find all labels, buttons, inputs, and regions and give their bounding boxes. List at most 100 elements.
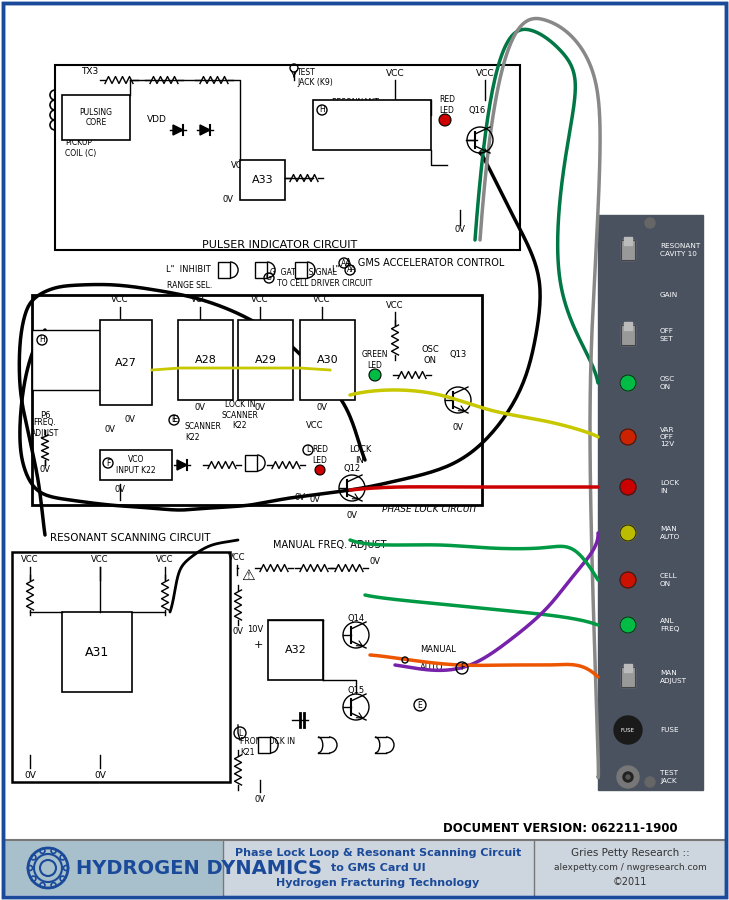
Circle shape: [645, 218, 655, 228]
Text: A: A: [350, 266, 356, 274]
Circle shape: [645, 777, 655, 787]
Bar: [621, 667, 635, 687]
Circle shape: [620, 525, 636, 541]
Text: L: L: [238, 728, 242, 737]
Text: PULSING
CORE: PULSING CORE: [79, 108, 112, 127]
Text: G  GATED SIGNAL
   TO CELL DRIVER CIRCUIT: G GATED SIGNAL TO CELL DRIVER CIRCUIT: [270, 268, 373, 288]
Text: 0V: 0V: [454, 226, 466, 235]
Text: alexpetty.com / nwgresearch.com: alexpetty.com / nwgresearch.com: [553, 862, 706, 871]
Bar: [223, 840, 534, 894]
Text: OFF
SET: OFF SET: [660, 328, 674, 342]
Text: A  GMS ACCELERATOR CONTROL: A GMS ACCELERATOR CONTROL: [345, 258, 504, 268]
Text: FUSE: FUSE: [621, 727, 635, 733]
Text: A: A: [348, 266, 353, 274]
Circle shape: [620, 375, 636, 391]
Text: A31: A31: [85, 645, 109, 659]
Text: MANUAL: MANUAL: [420, 645, 456, 654]
Text: 0V: 0V: [125, 416, 136, 425]
Circle shape: [315, 465, 325, 475]
Text: 0V: 0V: [295, 493, 305, 502]
Text: F: F: [106, 458, 110, 467]
Bar: [55, 65, 520, 250]
Text: ©2011: ©2011: [613, 877, 647, 887]
Circle shape: [620, 429, 636, 445]
Bar: [218, 262, 230, 278]
Text: RESONNANT
FEEDBACK K21: RESONNANT FEEDBACK K21: [327, 98, 383, 118]
Text: A30: A30: [316, 355, 338, 365]
Bar: [178, 320, 233, 400]
Bar: [255, 262, 267, 278]
Circle shape: [617, 766, 639, 788]
Text: 0V: 0V: [94, 770, 106, 779]
Bar: [295, 262, 307, 278]
Bar: [534, 840, 726, 894]
Text: VCC: VCC: [252, 295, 269, 304]
Text: RESONANT
CAVITY 10: RESONANT CAVITY 10: [660, 243, 701, 256]
Bar: [62, 612, 132, 692]
Text: VCC: VCC: [21, 555, 39, 564]
Circle shape: [439, 114, 451, 126]
Text: Hydrogen Fracturing Technology: Hydrogen Fracturing Technology: [276, 878, 480, 888]
Text: FROM LOCK IN
K21: FROM LOCK IN K21: [240, 737, 295, 757]
Bar: [621, 240, 635, 260]
Bar: [621, 325, 635, 345]
Text: H: H: [39, 336, 45, 345]
Text: to GMS Card UI: to GMS Card UI: [331, 863, 425, 873]
Text: VCC: VCC: [231, 160, 249, 169]
Text: PICKUP
COIL (C): PICKUP COIL (C): [65, 139, 96, 158]
Text: 0V: 0V: [316, 403, 327, 412]
Text: Q13: Q13: [449, 350, 467, 359]
Circle shape: [623, 772, 633, 782]
Text: VCC: VCC: [91, 555, 109, 564]
Bar: [268, 620, 323, 680]
Text: ⚠: ⚠: [241, 568, 255, 582]
Text: PHASE LOCK CIRCUIT: PHASE LOCK CIRCUIT: [382, 506, 477, 515]
Text: Q12: Q12: [343, 464, 361, 472]
Text: 0V: 0V: [310, 496, 321, 505]
Text: 0V: 0V: [104, 426, 115, 435]
Text: TEST
JACK (K9): TEST JACK (K9): [297, 68, 332, 87]
Text: VCC: VCC: [306, 420, 324, 429]
Text: G: G: [266, 274, 272, 283]
Bar: [32, 330, 110, 390]
Text: 0V: 0V: [254, 403, 265, 412]
Text: TX3: TX3: [82, 68, 98, 76]
Text: MAN
ADJUST: MAN ADJUST: [660, 670, 687, 684]
Text: GREEN
LED: GREEN LED: [362, 350, 389, 370]
Text: VCC: VCC: [228, 554, 246, 562]
Text: A32: A32: [284, 645, 306, 655]
Text: ANL
FREQ: ANL FREQ: [660, 618, 679, 632]
Text: 0V: 0V: [222, 195, 233, 204]
Text: P6: P6: [40, 410, 50, 419]
Bar: [100, 450, 172, 480]
Text: 0V: 0V: [233, 627, 243, 636]
Text: H: H: [319, 105, 325, 114]
Text: L"  INHIBIT: L" INHIBIT: [166, 266, 211, 274]
Text: RESONANT
FEEDBACK K14: RESONANT FEEDBACK K14: [39, 338, 91, 352]
Text: 0V: 0V: [254, 796, 265, 805]
Circle shape: [614, 716, 642, 744]
Text: E: E: [172, 416, 178, 425]
Text: FUSE: FUSE: [660, 727, 679, 733]
Text: HYDROGEN DYNAMICS: HYDROGEN DYNAMICS: [76, 859, 322, 877]
Text: Q14: Q14: [348, 614, 364, 623]
Circle shape: [369, 369, 381, 381]
Text: Phase Lock Loop & Resonant Scanning Circuit: Phase Lock Loop & Resonant Scanning Circ…: [235, 848, 521, 858]
Bar: [313, 100, 431, 150]
Bar: [624, 664, 632, 672]
Text: LOCK IN
SCANNER
K22: LOCK IN SCANNER K22: [222, 400, 259, 430]
Text: A33: A33: [252, 175, 273, 185]
Bar: [238, 320, 293, 400]
Bar: [621, 240, 635, 260]
Text: MAN
AUTO: MAN AUTO: [660, 526, 680, 540]
Text: 10V: 10V: [246, 626, 263, 634]
Polygon shape: [177, 460, 187, 470]
Text: VCC: VCC: [313, 295, 331, 304]
Bar: [100, 320, 152, 405]
Text: AUTO: AUTO: [420, 663, 443, 672]
Text: RESONANT SCANNING CIRCUIT: RESONANT SCANNING CIRCUIT: [50, 533, 210, 543]
Text: 0V: 0V: [39, 465, 50, 474]
Text: DOCUMENT VERSION: 062211-1900: DOCUMENT VERSION: 062211-1900: [443, 822, 677, 834]
Text: F: F: [460, 663, 464, 672]
Text: RANGE SEL.: RANGE SEL.: [167, 281, 212, 290]
